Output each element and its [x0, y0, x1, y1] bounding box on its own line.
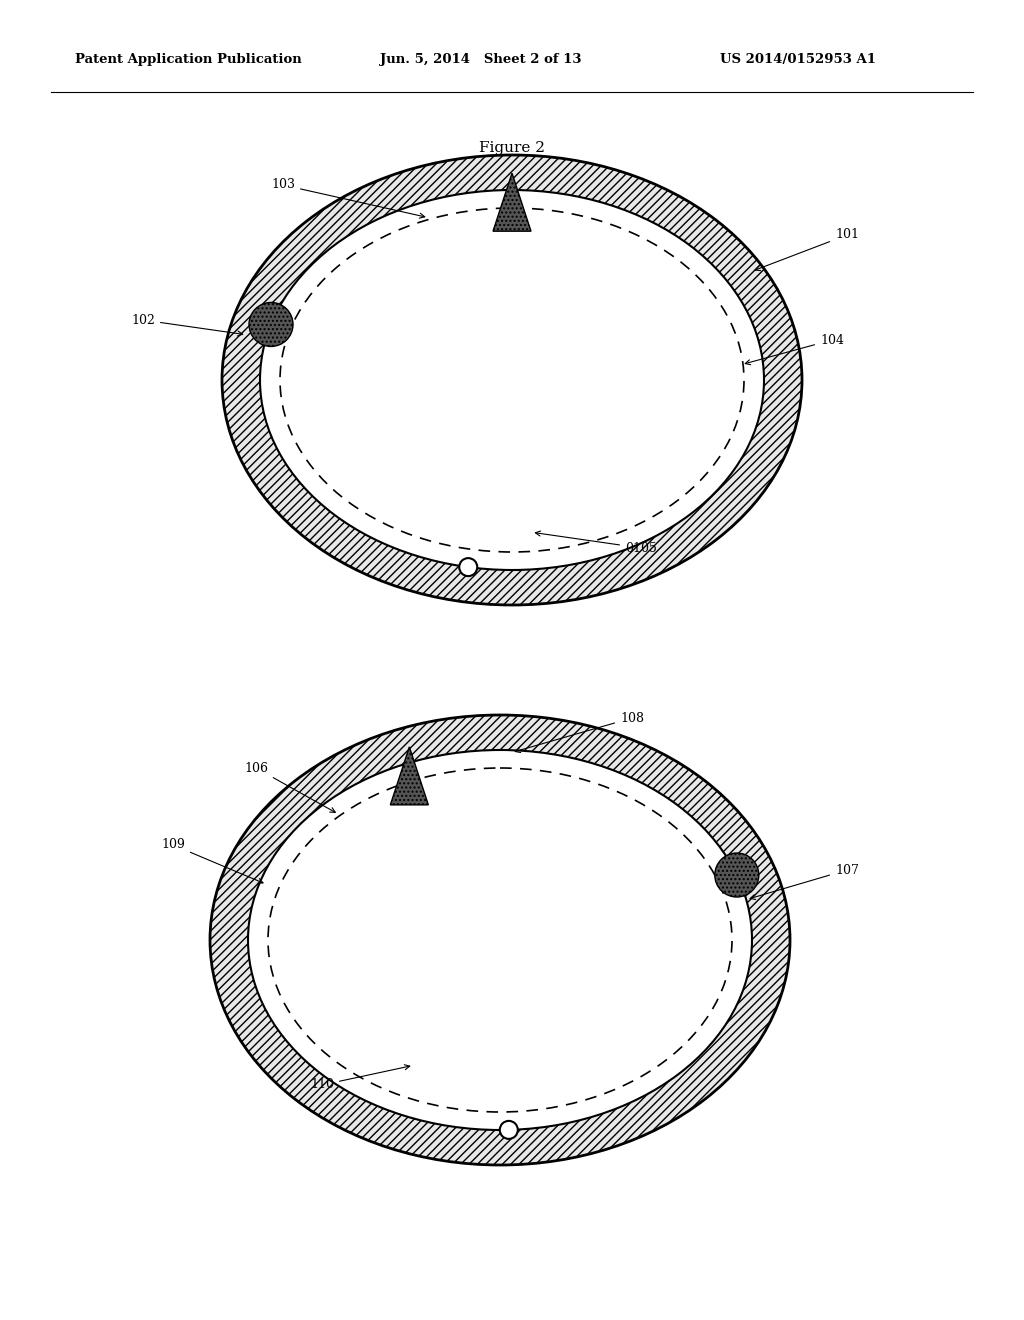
Circle shape — [715, 853, 759, 898]
Text: Patent Application Publication: Patent Application Publication — [75, 54, 302, 66]
Text: 101: 101 — [755, 228, 859, 271]
Text: 109: 109 — [161, 838, 263, 883]
Text: 102: 102 — [131, 314, 243, 337]
Circle shape — [249, 302, 293, 346]
Circle shape — [500, 1121, 518, 1139]
Text: 0105: 0105 — [536, 531, 656, 554]
Text: 106: 106 — [244, 762, 335, 812]
Polygon shape — [390, 747, 428, 805]
Ellipse shape — [248, 750, 752, 1130]
Text: US 2014/0152953 A1: US 2014/0152953 A1 — [720, 54, 876, 66]
Text: 104: 104 — [745, 334, 844, 364]
Text: 108: 108 — [515, 711, 644, 752]
Ellipse shape — [260, 190, 764, 570]
Text: 107: 107 — [751, 863, 859, 899]
Ellipse shape — [210, 715, 790, 1166]
Circle shape — [459, 558, 477, 576]
Text: 110: 110 — [310, 1065, 410, 1092]
Polygon shape — [493, 173, 531, 231]
Text: Figure 2: Figure 2 — [479, 141, 545, 154]
Ellipse shape — [222, 154, 802, 605]
Text: Jun. 5, 2014   Sheet 2 of 13: Jun. 5, 2014 Sheet 2 of 13 — [380, 54, 582, 66]
Text: 103: 103 — [271, 178, 425, 218]
